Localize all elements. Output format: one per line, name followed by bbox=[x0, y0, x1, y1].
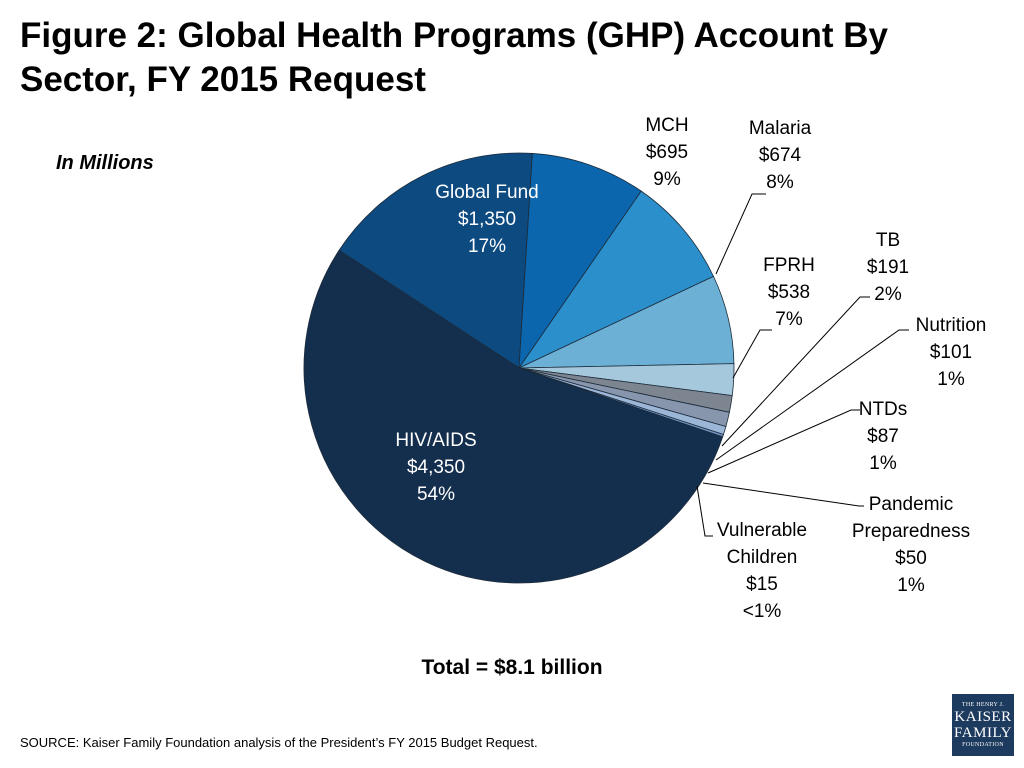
data-label-hiv-aids: HIV/AIDS $4,350 54% bbox=[395, 430, 476, 505]
data-label-ntds: NTDs $87 1% bbox=[859, 399, 908, 474]
leader-line-pandemic-preparedness bbox=[702, 482, 864, 507]
slice-hiv-aids bbox=[303, 249, 724, 584]
logo-line-1: THE HENRY J. bbox=[961, 702, 1005, 708]
slice-mch bbox=[518, 152, 642, 370]
logo-line-2: KAISER bbox=[954, 709, 1012, 725]
kff-logo: THE HENRY J. KAISER FAMILY FOUNDATION bbox=[952, 694, 1014, 756]
chart-subtitle: In Millions bbox=[56, 152, 154, 174]
leader-line-malaria bbox=[715, 193, 766, 275]
data-label-malaria: Malaria $674 8% bbox=[749, 118, 812, 193]
chart-title: Figure 2: Global Health Programs (GHP) A… bbox=[20, 16, 888, 99]
data-label-pandemic-preparedness: Pandemic Preparedness $50 1% bbox=[852, 494, 970, 596]
slice-malaria bbox=[517, 190, 715, 369]
leader-line-vulnerable-children bbox=[696, 485, 713, 537]
leader-line-nutrition bbox=[715, 329, 909, 461]
slice-global-fund bbox=[338, 152, 533, 369]
data-label-nutrition: Nutrition $101 1% bbox=[916, 315, 987, 390]
leader-line-fprh bbox=[732, 329, 772, 379]
leader-line-tb bbox=[721, 296, 870, 447]
data-label-vulnerable-children: Vulnerable Children $15 <1% bbox=[717, 520, 807, 622]
data-label-global-fund: Global Fund $1,350 17% bbox=[435, 182, 539, 257]
total-label: Total = $8.1 billion bbox=[421, 656, 603, 679]
leader-line-ntds bbox=[707, 409, 860, 474]
data-label-tb: TB $191 2% bbox=[867, 230, 909, 305]
logo-line-4: FOUNDATION bbox=[962, 742, 1004, 748]
data-label-fprh: FPRH $538 7% bbox=[763, 255, 815, 330]
logo-line-3: FAMILY bbox=[954, 725, 1012, 741]
source-note: SOURCE: Kaiser Family Foundation analysi… bbox=[20, 735, 538, 750]
data-label-mch: MCH $695 9% bbox=[645, 115, 688, 190]
